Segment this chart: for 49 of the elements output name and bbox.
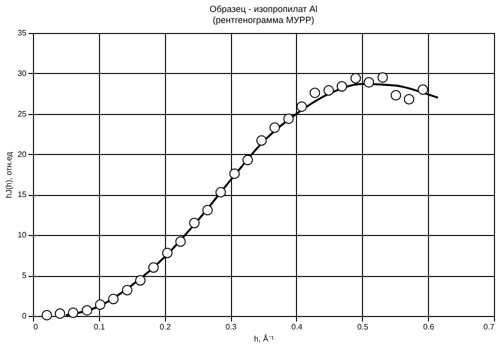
y-tick-label: 15	[18, 190, 28, 200]
point	[108, 294, 119, 304]
point	[269, 122, 280, 133]
point	[256, 135, 267, 146]
y-tick-label: 5	[22, 271, 28, 280]
x-tick-label: 0.4	[291, 322, 304, 332]
text: Образец - изопропилат Al	[210, 4, 318, 14]
y-axis-title: hJ(h), отн.ед	[4, 152, 14, 198]
point	[94, 299, 106, 310]
x-tick-label: 0	[34, 322, 38, 332]
point	[229, 168, 240, 179]
point	[82, 305, 92, 316]
point	[350, 73, 361, 84]
point	[162, 248, 173, 258]
x-tick-label: 0.5	[357, 322, 369, 332]
point	[175, 236, 186, 247]
point	[377, 72, 388, 83]
point	[122, 284, 132, 296]
point	[42, 310, 52, 320]
point	[310, 88, 320, 98]
point	[135, 275, 146, 286]
point	[390, 90, 402, 100]
point	[54, 308, 66, 319]
point	[364, 77, 374, 88]
y-tick-label: 30	[18, 68, 28, 78]
x-tick-label: 0.1	[94, 322, 106, 332]
x-tick-label: 0.3	[226, 322, 238, 332]
x-axis-title: h, Å⁻¹	[254, 334, 274, 344]
point	[418, 84, 428, 95]
point	[296, 101, 307, 112]
point	[323, 85, 334, 96]
y-tick-label: 25	[18, 109, 28, 118]
point	[189, 218, 200, 228]
point	[68, 308, 78, 318]
x-tick-label: 0.7	[483, 322, 496, 332]
x-tick-label: 0.6	[423, 322, 435, 332]
point	[148, 262, 159, 273]
point	[242, 154, 253, 166]
point	[215, 187, 226, 198]
point	[202, 204, 213, 216]
point	[283, 113, 294, 124]
y-tick-label: 0	[22, 312, 28, 320]
x-tick-label: 0.2	[160, 322, 172, 332]
text: (рентгенограмма МУРР)	[212, 15, 314, 25]
y-tick-label: 20	[18, 150, 28, 159]
point	[336, 81, 348, 92]
point	[404, 94, 414, 105]
y-tick-label: 35	[18, 28, 28, 38]
y-tick-label: 10	[18, 230, 28, 240]
